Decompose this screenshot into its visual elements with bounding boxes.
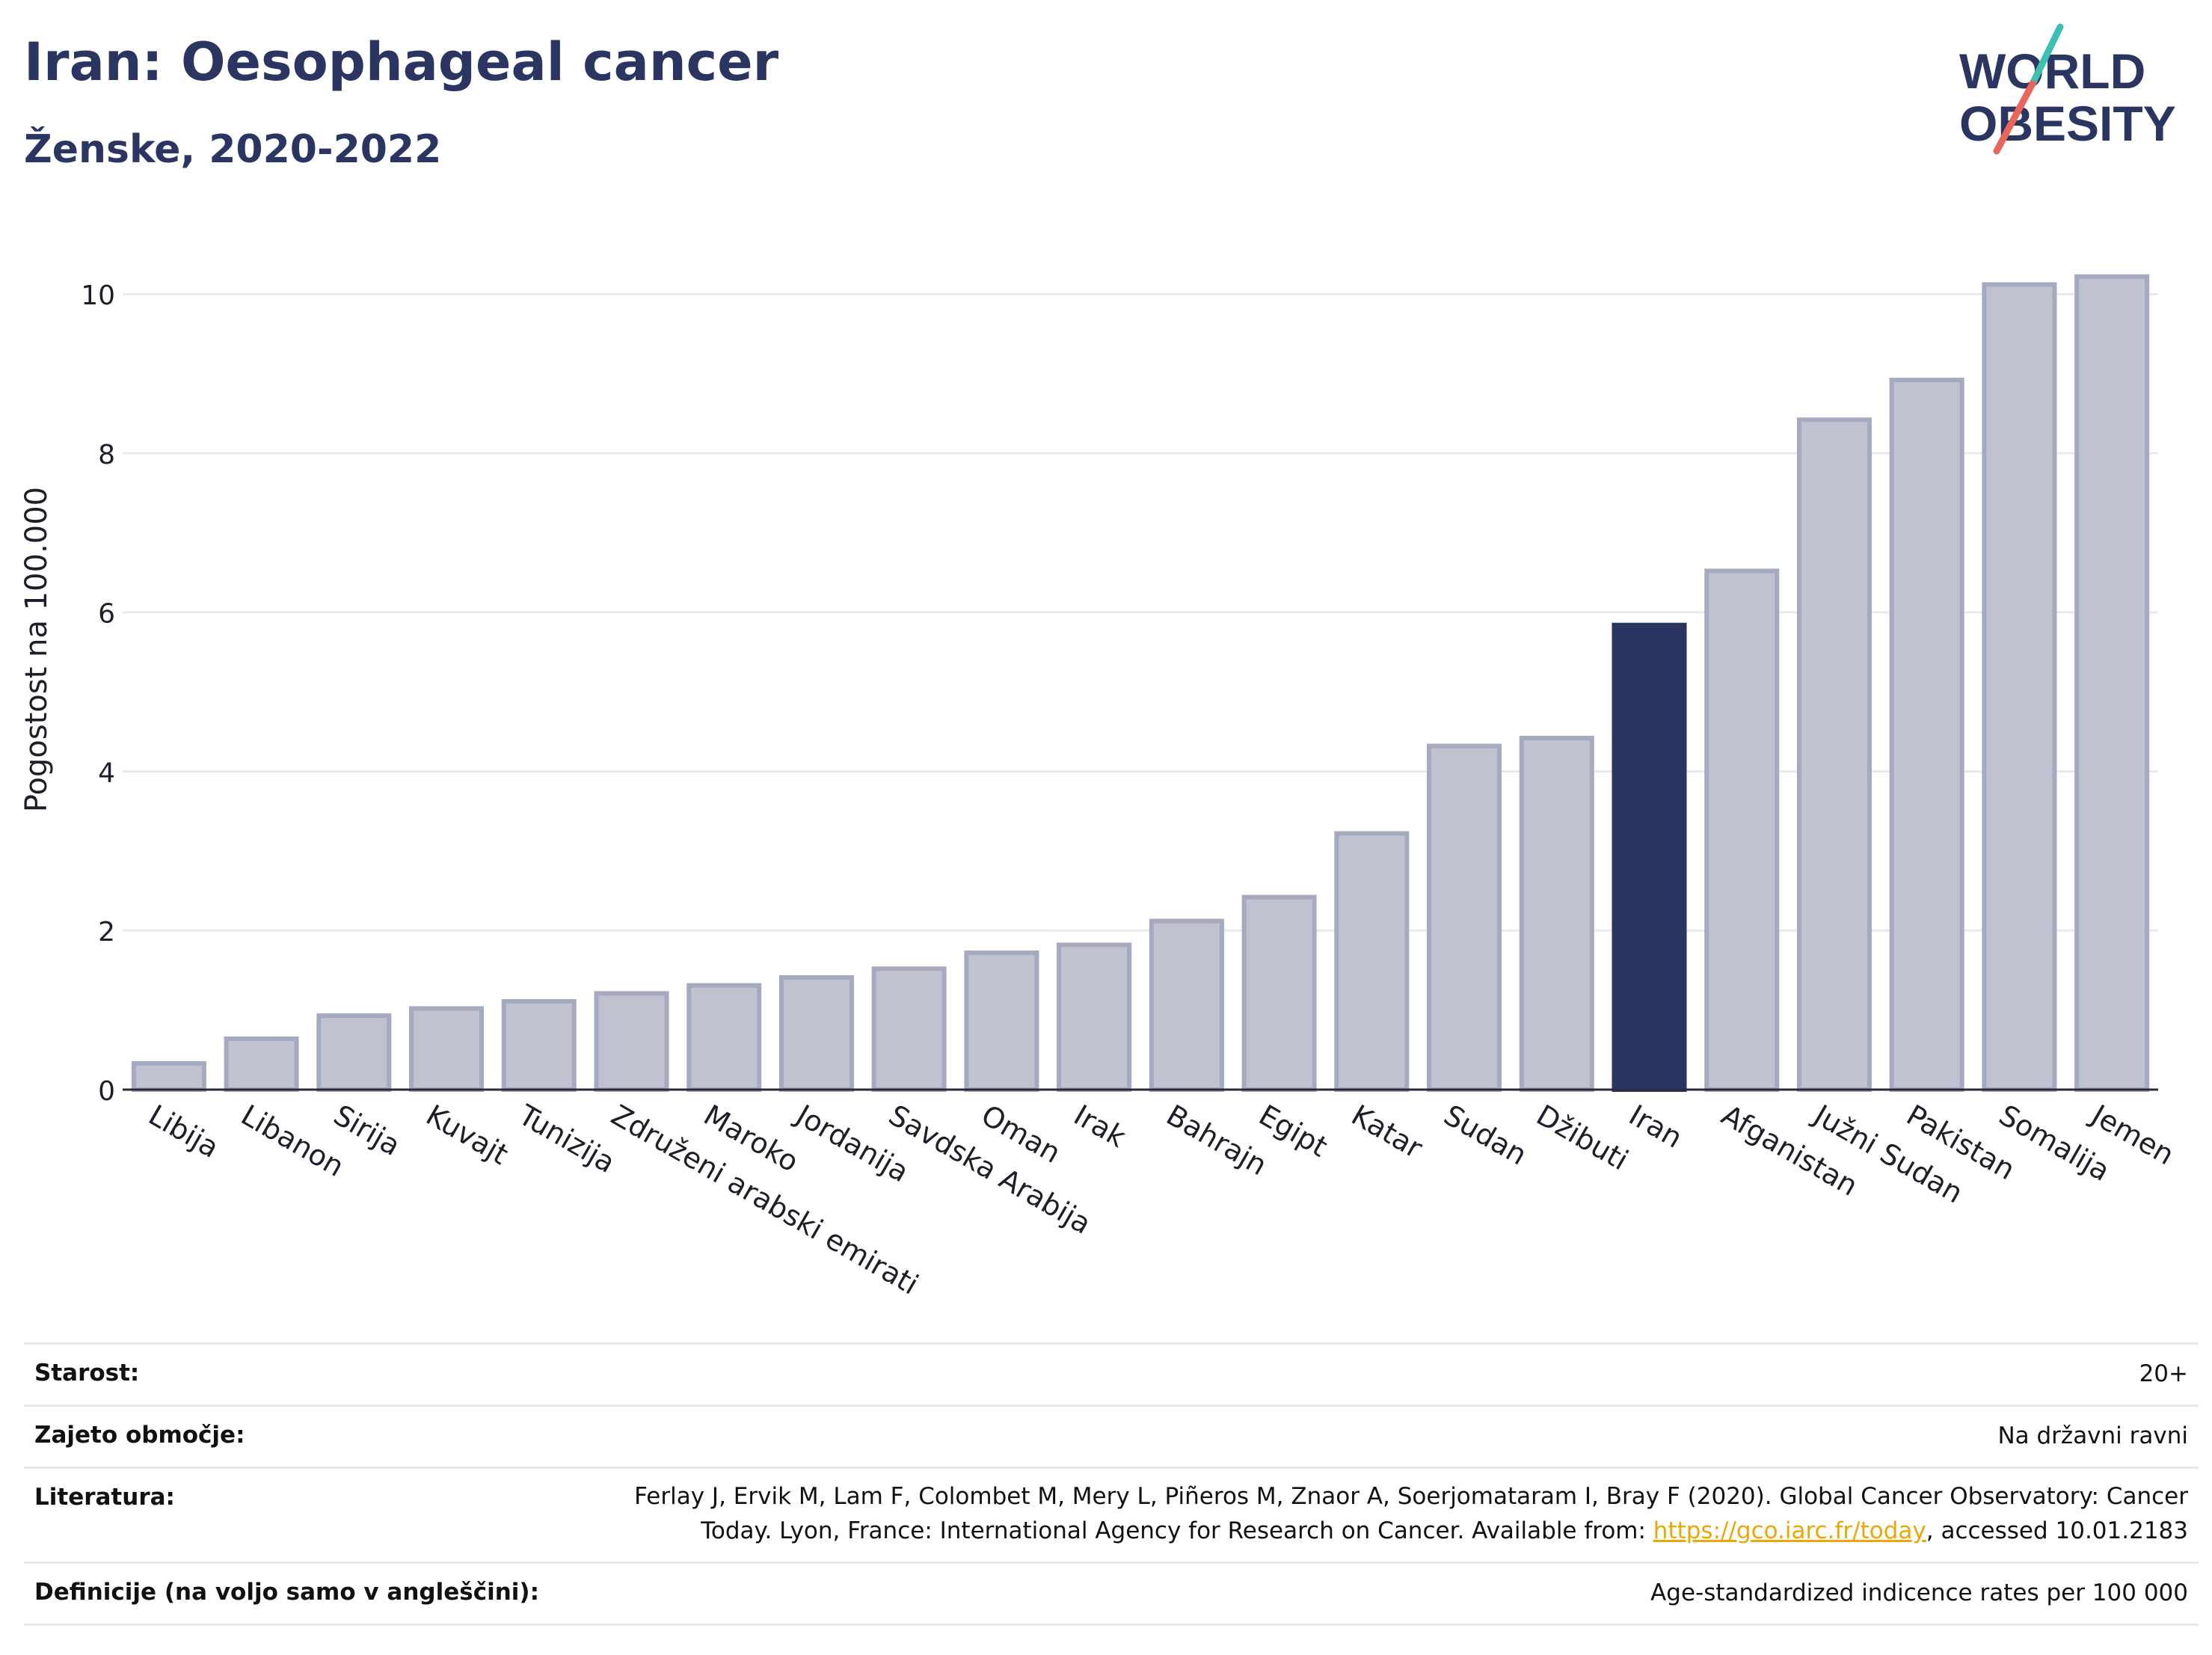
y-tick-labels: 0 2 4 6 8 10 bbox=[81, 280, 115, 1107]
bar-jordanija bbox=[778, 975, 854, 1092]
meta-key: Starost: bbox=[34, 1360, 140, 1387]
bar-savdska-arabija bbox=[871, 966, 947, 1092]
x-tick-label: Bahrajn bbox=[1161, 1099, 1272, 1182]
x-tick-label: Tunizija bbox=[512, 1098, 621, 1179]
chart-subtitle: Ženske, 2020-2022 bbox=[24, 127, 442, 172]
bar-jemen bbox=[2074, 274, 2150, 1093]
bars bbox=[131, 274, 2150, 1093]
meta-row-coverage: Zajeto območje: Na državni ravni bbox=[24, 1404, 2199, 1467]
bar-južni-sudan bbox=[1796, 417, 1872, 1092]
world-obesity-logo: WORLD OBESITY bbox=[1959, 23, 2176, 155]
bar-afganistan bbox=[1704, 568, 1780, 1092]
literature-line1: Ferlay J, Ervik M, Lam F, Colombet M, Me… bbox=[634, 1483, 2188, 1510]
meta-row-literature: Literatura: Ferlay J, Ervik M, Lam F, Co… bbox=[24, 1467, 2199, 1562]
bar-irak bbox=[1057, 942, 1132, 1093]
meta-row-age: Starost: 20+ bbox=[24, 1342, 2199, 1404]
logo-line2: OBESITY bbox=[1959, 96, 2176, 151]
y-tick-label: 10 bbox=[81, 280, 115, 311]
bar-pakistan bbox=[1889, 378, 1964, 1092]
meta-value: 20+ bbox=[2139, 1360, 2188, 1387]
bar-somalija bbox=[1982, 282, 2057, 1092]
x-tick-label: Džibuti bbox=[1531, 1099, 1634, 1177]
x-tick-label: Libanon bbox=[236, 1099, 349, 1183]
meta-value: Na državni ravni bbox=[1997, 1422, 2188, 1449]
y-axis-label: Pogostost na 100.000 bbox=[19, 487, 54, 812]
y-tick-label: 2 bbox=[98, 917, 115, 948]
bar-libanon bbox=[224, 1036, 299, 1092]
bar-iran bbox=[1612, 622, 1687, 1092]
literature-line2: Today. Lyon, France: International Agenc… bbox=[701, 1517, 1653, 1544]
y-tick-label: 6 bbox=[98, 599, 115, 630]
x-tick-label: Sudan bbox=[1439, 1099, 1533, 1172]
meta-key: Zajeto območje: bbox=[34, 1422, 245, 1449]
y-tick-label: 8 bbox=[98, 440, 115, 470]
bar-libija bbox=[131, 1060, 206, 1092]
bar-maroko bbox=[686, 983, 762, 1093]
meta-key: Definicije (na voljo samo v angleščini): bbox=[34, 1579, 539, 1606]
x-tick-label: Katar bbox=[1346, 1099, 1428, 1165]
bar-egipt bbox=[1241, 894, 1317, 1092]
x-tick-label: Iran bbox=[1623, 1099, 1688, 1155]
x-tick-label: Libija bbox=[143, 1099, 224, 1164]
chart-title: Iran: Oesophageal cancer bbox=[24, 31, 779, 93]
x-tick-label: Kuvajt bbox=[421, 1099, 514, 1171]
meta-value: Age-standardized indicence rates per 100… bbox=[1650, 1579, 2188, 1606]
meta-key: Literatura: bbox=[34, 1484, 175, 1511]
logo-stroke-teal bbox=[2029, 23, 2064, 87]
bar-katar bbox=[1334, 831, 1410, 1093]
bar-kuvajt bbox=[409, 1006, 485, 1093]
literature-line2-end: , accessed 10.01.2183 bbox=[1926, 1517, 2188, 1544]
metadata-table: Starost: 20+ Zajeto območje: Na državni … bbox=[24, 1342, 2199, 1626]
y-tick-label: 4 bbox=[98, 758, 115, 788]
bar-združeni-arabski-emirati bbox=[594, 991, 669, 1092]
y-tick-label: 0 bbox=[98, 1076, 115, 1107]
bar-sirija bbox=[316, 1013, 392, 1092]
x-tick-label: Irak bbox=[1069, 1099, 1131, 1154]
bar-oman bbox=[964, 951, 1039, 1093]
meta-value: Ferlay J, Ervik M, Lam F, Colombet M, Me… bbox=[634, 1479, 2188, 1548]
logo-stroke-red bbox=[1993, 80, 2036, 155]
bar-tunizija bbox=[501, 998, 577, 1092]
logo-line1: WORLD bbox=[1959, 43, 2145, 99]
bar-džibuti bbox=[1519, 735, 1594, 1092]
bar-sudan bbox=[1427, 743, 1502, 1092]
bar-bahrajn bbox=[1149, 918, 1224, 1093]
meta-row-definitions: Definicije (na voljo samo v angleščini):… bbox=[24, 1562, 2199, 1626]
literature-link[interactable]: https://gco.iarc.fr/today bbox=[1653, 1517, 1926, 1544]
